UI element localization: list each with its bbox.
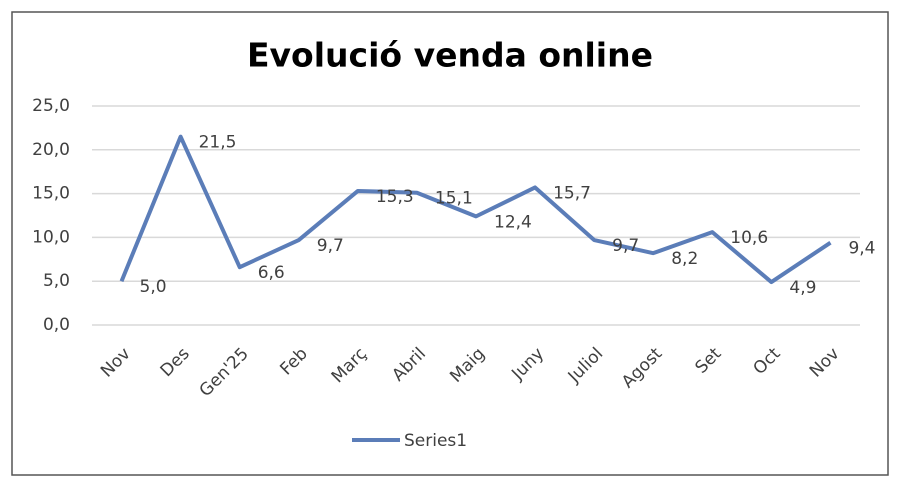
data-label: 15,7 (553, 183, 591, 203)
data-label: 9,7 (317, 236, 344, 256)
data-label: 6,6 (258, 263, 285, 283)
data-label: 12,4 (494, 212, 532, 232)
y-tick-label: 20,0 (32, 140, 70, 160)
y-tick-label: 25,0 (32, 96, 70, 116)
chart-border (11, 11, 889, 476)
series-line (119, 134, 832, 285)
y-tick-label: 10,0 (32, 227, 70, 247)
data-label: 9,4 (848, 239, 875, 259)
data-label: 15,3 (376, 187, 414, 207)
data-label: 10,6 (730, 228, 768, 248)
data-label: 8,2 (671, 249, 698, 269)
data-label: 21,5 (199, 133, 237, 153)
data-label: 5,0 (140, 277, 167, 297)
data-label: 9,7 (612, 236, 639, 256)
y-tick-label: 0,0 (43, 315, 70, 335)
legend-label: Series1 (404, 431, 467, 451)
chart-title: Evolució venda online (247, 36, 653, 75)
data-label: 4,9 (789, 278, 816, 298)
y-tick-label: 5,0 (43, 271, 70, 291)
y-tick-label: 15,0 (32, 184, 70, 204)
data-label: 15,1 (435, 189, 473, 209)
